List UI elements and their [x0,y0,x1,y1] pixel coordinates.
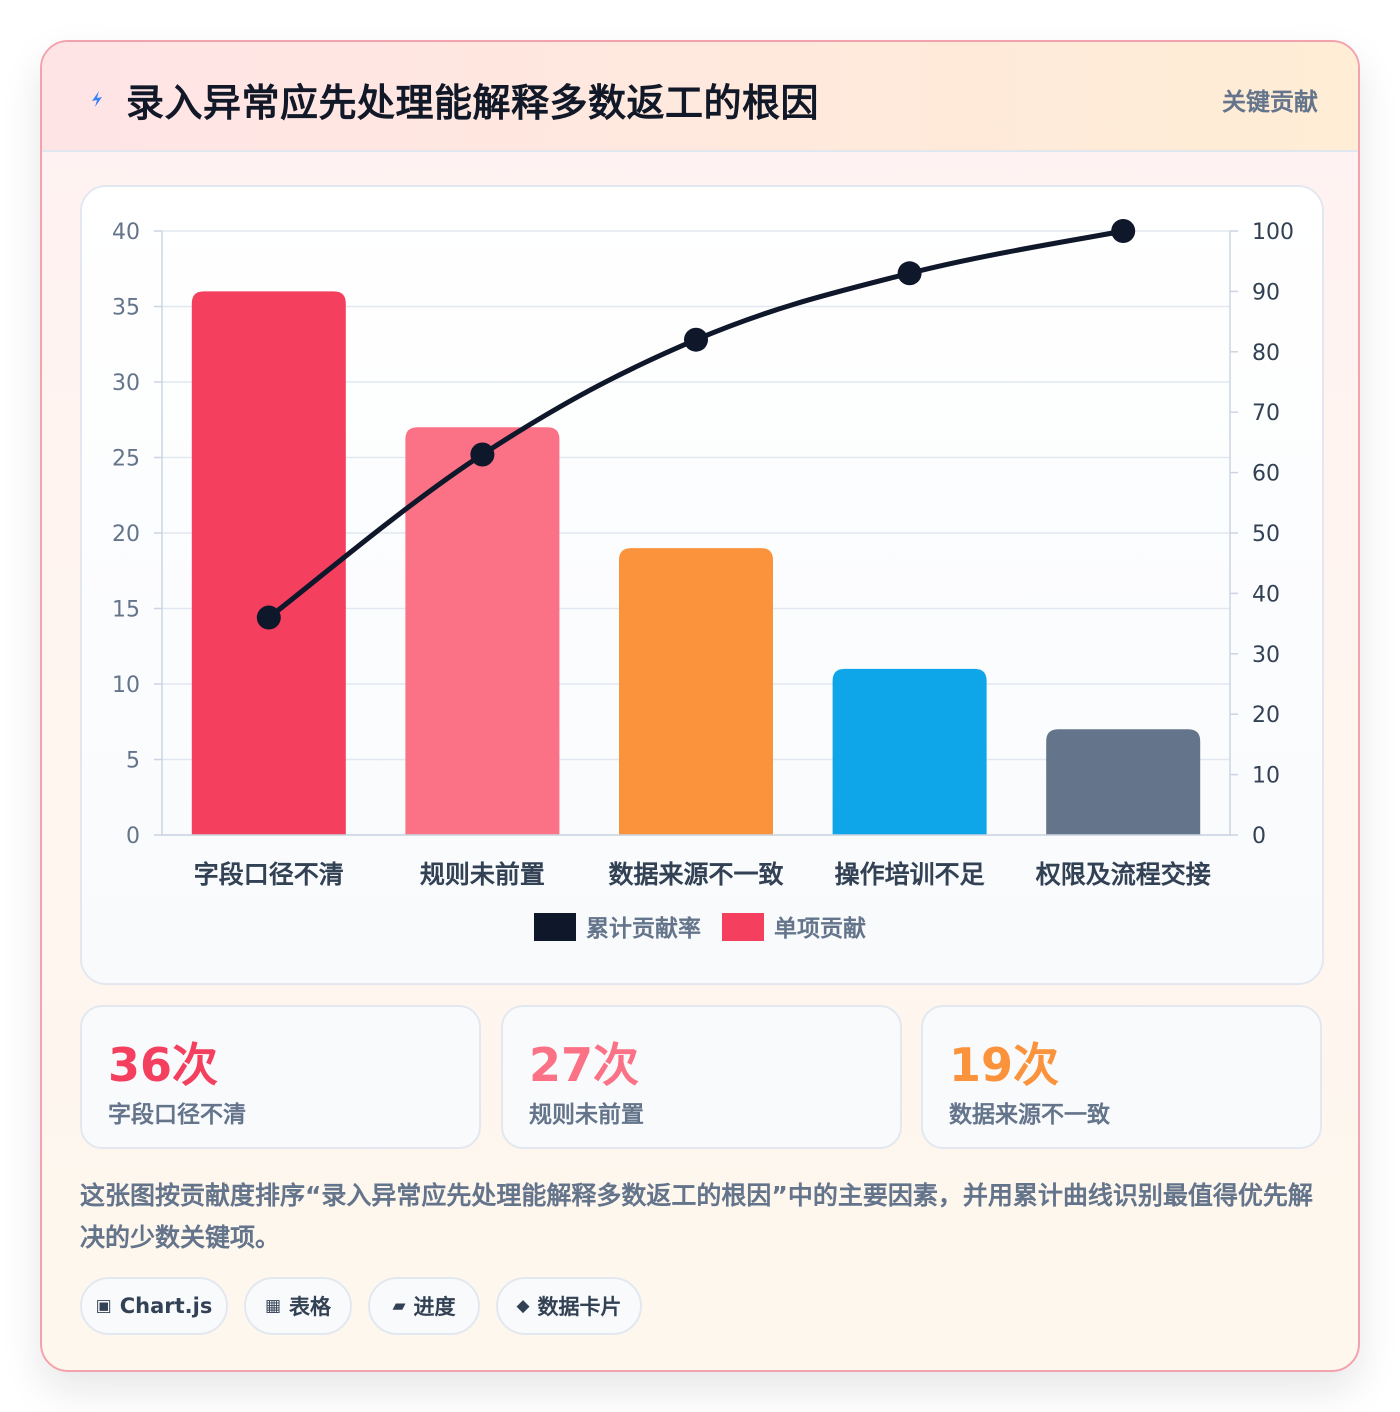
stat-label: 规则未前置 [529,1102,644,1128]
pareto-chart-panel: 0 5 10 15 20 25 30 35 40 0 10 20 30 40 50 60 70 80 90 100 字段… [80,185,1324,985]
page-title: 录入异常应先处理能解释多数返工的根因 [126,81,820,125]
legend-label: 单项贡献 [774,916,866,942]
stat-value: 27次 [529,1038,640,1092]
y-left-tick-label: 30 [112,371,140,396]
cumulative-point-5 [1111,219,1136,243]
legend-label: 累计贡献率 [586,915,701,942]
chart-description: 这张图按贡献度排序“录入异常应先处理能解释多数返工的根因”中的主要因素，并用累计… [80,1181,1313,1252]
bar-3 [619,548,773,835]
y-left-tick-label: 10 [112,673,140,698]
y-left-tick-label: 35 [112,296,140,321]
stat-label: 字段口径不清 [108,1102,246,1128]
stat-card-1: 36次 字段口径不清 [80,1005,481,1149]
y-left-tick-label: 5 [126,749,140,774]
y-right-tick-label: 80 [1252,341,1280,366]
stat-card-3: 19次 数据来源不一致 [921,1005,1322,1149]
pareto-chart: 0 5 10 15 20 25 30 35 40 0 10 20 30 40 50 60 70 80 90 100 字段… [112,219,1294,942]
y-left-tick-label: 15 [112,598,140,623]
diamond-icon: ◆ [516,1296,530,1316]
card-header: 录入异常应先处理能解释多数返工的根因 关键贡献 [42,42,1358,152]
y-left-tick-label: 25 [112,447,140,472]
cumulative-point-4 [897,261,922,286]
tag-table[interactable]: ▦ 表格 [244,1277,352,1335]
progress-icon: ▰ [392,1296,406,1316]
x-tick-label: 字段口径不清 [194,860,344,889]
y-right-tick-label: 40 [1252,582,1280,607]
cumulative-point-2 [470,442,495,467]
tag-label: 进度 [413,1295,456,1319]
tag-progress[interactable]: ▰ 进度 [368,1277,480,1335]
y-right-tick-label: 60 [1252,462,1280,487]
y-right-tick-label: 70 [1252,401,1280,426]
x-tick-label: 权限及流程交接 [1035,860,1211,889]
y-right-tick-label: 20 [1252,703,1280,728]
header-tag: 关键贡献 [1222,88,1318,116]
cumulative-point-3 [684,327,708,352]
y-left-tick-label: 20 [112,522,140,547]
y-left-tick-label: 40 [112,220,140,245]
bar-4 [832,668,987,835]
y-right-tick-label: 100 [1252,220,1294,245]
stat-value: 36次 [108,1038,219,1092]
bar-5 [1046,729,1201,835]
table-icon: ▦ [264,1296,282,1316]
stat-card-2: 27次 规则未前置 [501,1005,902,1149]
stat-label: 数据来源不一致 [949,1102,1110,1128]
tag-label: 表格 [289,1295,332,1319]
x-tick-label: 操作培训不足 [835,860,985,889]
y-right-tick-label: 30 [1252,643,1280,668]
bar-1 [191,291,346,835]
cumulative-point-1 [256,605,281,630]
y-right-tick-label: 90 [1252,280,1280,305]
lightning-icon [92,91,102,107]
y-right-tick-label: 10 [1252,764,1280,789]
x-tick-label: 规则未前置 [420,860,545,889]
chart-card: 录入异常应先处理能解释多数返工的根因 关键贡献 0 5 10 15 20 25 30 35 40… [40,40,1360,1372]
legend-swatch [722,913,764,941]
x-tick-label: 数据来源不一致 [608,860,784,889]
y-left-tick-label: 0 [126,824,140,849]
y-right-tick-label: 50 [1252,522,1280,547]
tag-data-card[interactable]: ◆ 数据卡片 [496,1277,642,1335]
tag-label: Chart.js [119,1294,213,1318]
stat-value: 19次 [949,1038,1060,1092]
legend-swatch [534,913,576,941]
bar-2 [405,427,560,835]
y-right-tick-label: 0 [1252,824,1266,849]
tag-chartjs[interactable]: ▣ Chart.js [80,1277,228,1335]
tag-label: 数据卡片 [537,1295,622,1319]
chart-icon: ▣ [95,1296,112,1316]
